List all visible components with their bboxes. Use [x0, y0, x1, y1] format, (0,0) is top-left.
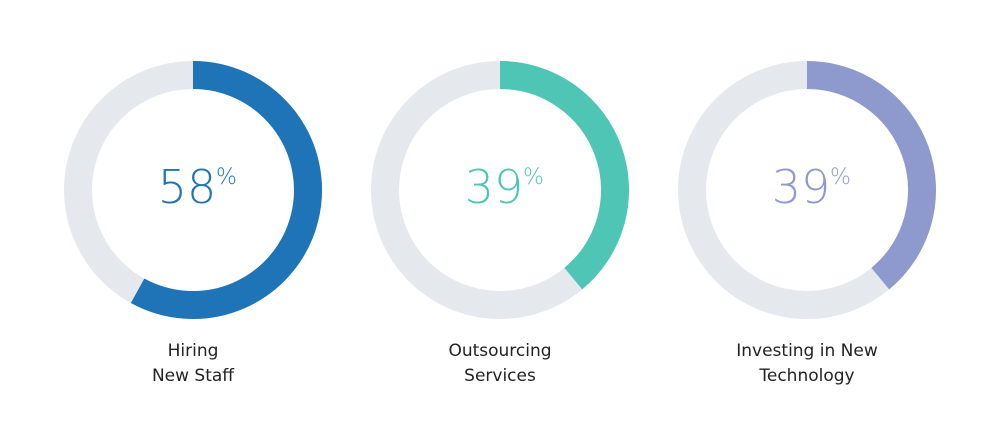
percent-value: 58: [158, 160, 217, 214]
donut-label-line: Outsourcing: [448, 341, 551, 361]
percent-sign: %: [216, 165, 237, 190]
donut-label-line: Technology: [758, 366, 854, 386]
percent-sign: %: [830, 165, 851, 190]
donut-progress-arc: [130, 61, 322, 319]
donut-1: 58 % Hiring New Staff: [64, 61, 322, 386]
donut-2: 39 % Outsourcing Services: [371, 61, 629, 386]
percent-value: 39: [772, 160, 831, 214]
donut-label-line: Hiring: [168, 341, 219, 361]
donut-progress-arc: [806, 61, 936, 290]
donut-3: 39 % Investing in New Technology: [678, 61, 936, 386]
percent-sign: %: [523, 165, 544, 190]
donut-label-line: Investing in New: [736, 341, 878, 361]
donut-label-line: Services: [464, 366, 536, 386]
donut-progress-arc: [499, 61, 629, 290]
percent-value: 39: [465, 160, 524, 214]
donut-label-line: New Staff: [152, 366, 235, 386]
